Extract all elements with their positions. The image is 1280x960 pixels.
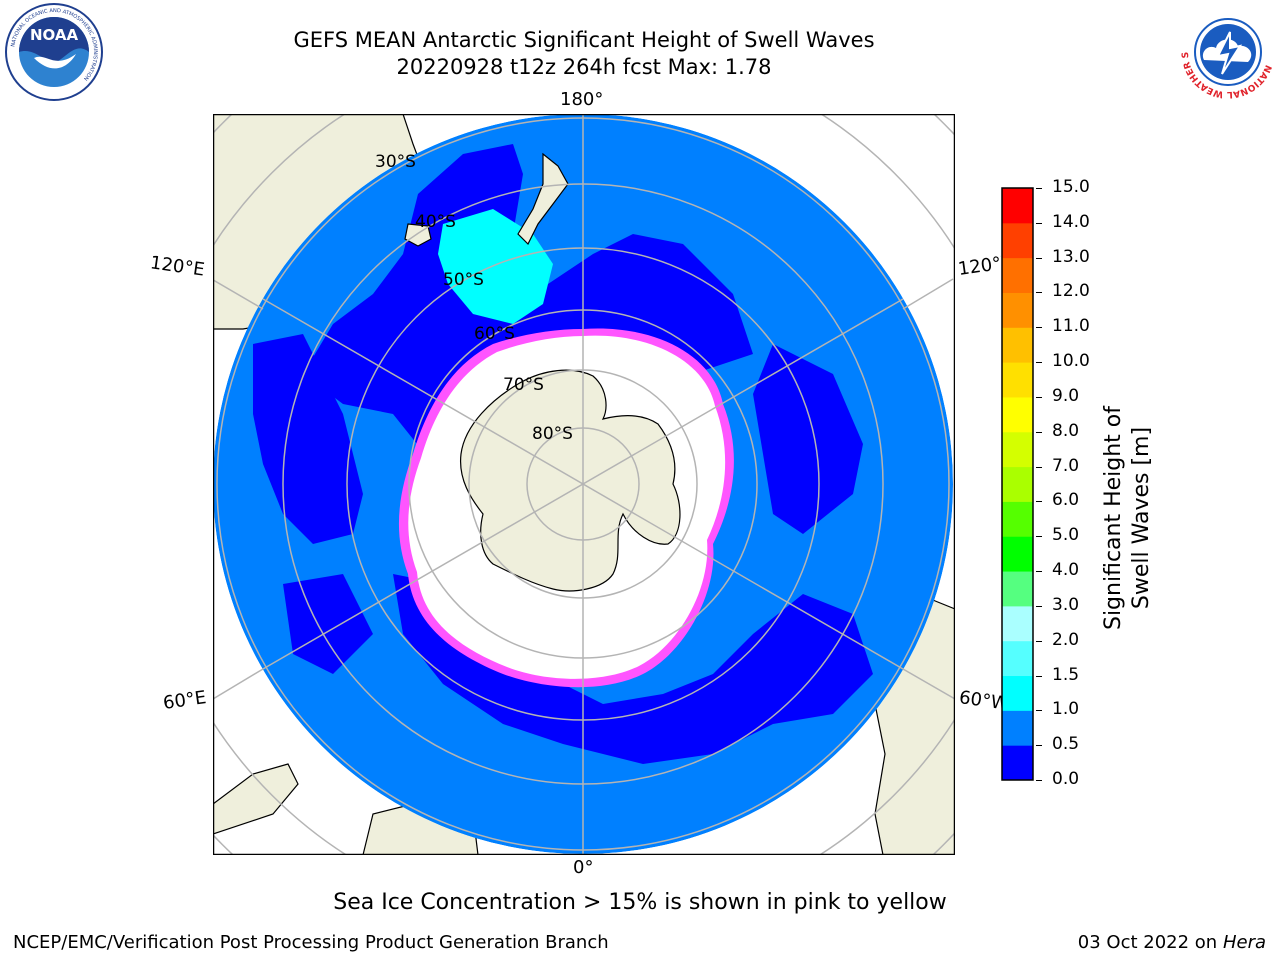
colorbar-tick-mark	[1036, 501, 1042, 503]
lon-label-0: 0°	[573, 857, 594, 878]
lat-label-80s: 80°S	[532, 424, 573, 444]
colorbar-tick-label: 11.0	[1052, 316, 1090, 337]
colorbar-segment	[1002, 188, 1033, 224]
colorbar-tick-label: 13.0	[1052, 246, 1090, 267]
colorbar-tick-label: 12.0	[1052, 281, 1090, 302]
lon-label-60w: 60°W	[957, 687, 1005, 714]
chart-subtitle: 20220928 t12z 264h fcst Max: 1.78	[396, 55, 772, 79]
lat-label-40s: 40°S	[415, 212, 456, 232]
lon-label-60e: 60°E	[161, 687, 208, 714]
colorbar-segment	[1002, 605, 1033, 642]
colorbar-segment	[1002, 327, 1033, 363]
colorbar-tick-label: 1.0	[1052, 699, 1080, 720]
colorbar-tick-mark	[1036, 536, 1042, 538]
colorbar-tick-mark	[1036, 605, 1042, 607]
colorbar-tick-mark	[1036, 780, 1042, 781]
colorbar-tick-label: 6.0	[1052, 490, 1080, 511]
colorbar-tick-label: 15.0	[1052, 177, 1090, 197]
colorbar-tick-label: 7.0	[1052, 455, 1080, 476]
colorbar-tick-mark	[1036, 571, 1042, 573]
colorbar-tick-label: 0.5	[1052, 734, 1080, 755]
land-antarctica	[459, 369, 681, 592]
caption: Sea Ice Concentration > 15% is shown in …	[333, 890, 947, 915]
colorbar-segment	[1002, 292, 1033, 328]
colorbar-tick-label: 14.0	[1052, 211, 1090, 232]
colorbar-segment	[1002, 710, 1033, 746]
chart-title: GEFS MEAN Antarctic Significant Height o…	[293, 28, 875, 52]
footer-date: 03 Oct 2022 on Hera	[1077, 932, 1266, 953]
colorbar-tick-label: 1.5	[1052, 664, 1080, 685]
colorbar-tick-mark	[1036, 257, 1042, 259]
polar-map	[213, 114, 955, 855]
nws-logo: NATIONAL WEATHER SERVICE	[1178, 2, 1276, 100]
colorbar-segment	[1002, 501, 1033, 537]
colorbar-segment	[1002, 431, 1033, 468]
colorbar-segment	[1002, 675, 1033, 711]
colorbar-tick-mark	[1036, 745, 1042, 747]
colorbar-segment	[1002, 396, 1033, 433]
colorbar-tick-mark	[1036, 362, 1042, 364]
lat-label-50s: 50°S	[443, 270, 484, 290]
colorbar-segment	[1002, 466, 1033, 502]
colorbar-segment	[1002, 640, 1033, 677]
colorbar-tick-label: 2.0	[1052, 629, 1080, 650]
colorbar-tick-mark	[1036, 640, 1042, 642]
colorbar-tick-mark	[1036, 710, 1042, 712]
lon-label-180: 180°	[560, 89, 604, 110]
colorbar-tick-label: 9.0	[1052, 385, 1080, 406]
colorbar	[1001, 187, 1034, 781]
colorbar-tick-label: 3.0	[1052, 594, 1080, 615]
colorbar-segment	[1002, 571, 1033, 607]
land-new-zealand	[517, 152, 569, 246]
colorbar-title: Significant Height of Swell Waves [m]	[1101, 405, 1154, 631]
colorbar-tick-mark	[1036, 431, 1042, 433]
colorbar-segment	[1002, 257, 1033, 293]
colorbar-tick-mark	[1036, 675, 1042, 677]
colorbar-segment	[1002, 362, 1033, 398]
colorbar-tick-mark	[1036, 222, 1042, 224]
lon-label-120w: 120°W	[956, 253, 1004, 280]
colorbar-segment	[1002, 536, 1033, 572]
svg-text:NOAA: NOAA	[30, 26, 79, 44]
colorbar-tick-label: 8.0	[1052, 420, 1080, 441]
colorbar-tick-label: 5.0	[1052, 525, 1080, 546]
footer-organization: NCEP/EMC/Verification Post Processing Pr…	[13, 932, 609, 953]
colorbar-tick-label: 4.0	[1052, 560, 1080, 581]
lat-label-30s: 30°S	[375, 152, 416, 172]
lat-label-60s: 60°S	[474, 324, 515, 344]
colorbar-tick-label: 0.0	[1052, 769, 1080, 789]
colorbar-tick-mark	[1036, 466, 1042, 468]
lat-label-70s: 70°S	[503, 375, 544, 395]
colorbar-segment	[1002, 222, 1033, 259]
lon-label-120e: 120°E	[148, 252, 206, 281]
colorbar-tick-mark	[1036, 292, 1042, 294]
colorbar-tick-mark	[1036, 327, 1042, 329]
colorbar-segment	[1002, 745, 1033, 781]
colorbar-tick-label: 10.0	[1052, 351, 1090, 372]
colorbar-tick-mark	[1036, 396, 1042, 398]
colorbar-tick-mark	[1036, 188, 1042, 189]
noaa-logo: NOAA NATIONAL OCEANIC AND ATMOSPHERIC AD…	[5, 3, 103, 101]
